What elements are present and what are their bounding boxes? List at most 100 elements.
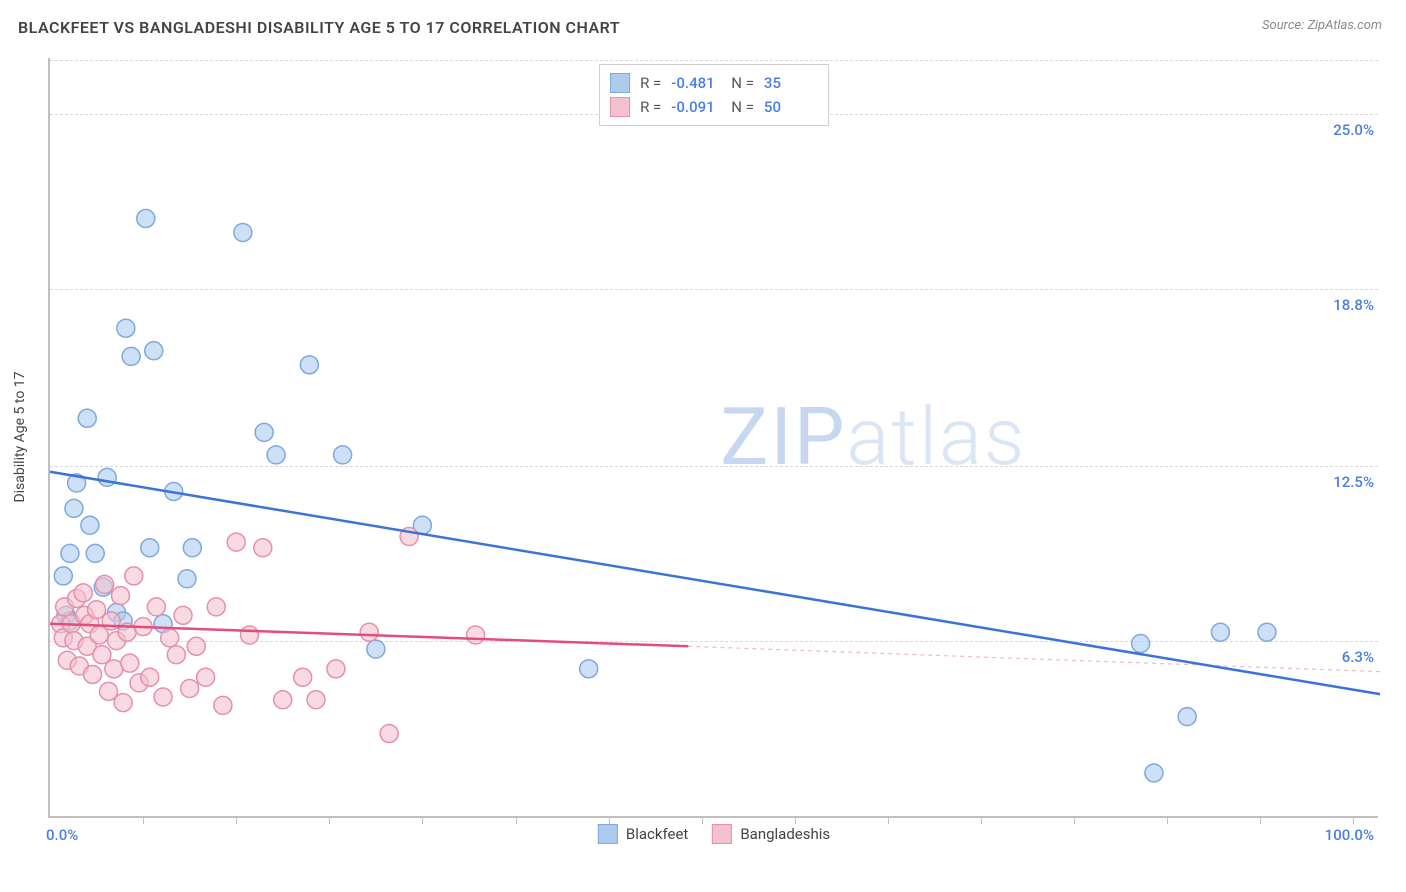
legend-label-blackfeet: Blackfeet: [626, 825, 688, 843]
point-bangladeshis: [294, 668, 312, 686]
point-bangladeshis: [327, 660, 345, 678]
trendline-blackfeet: [50, 472, 1380, 694]
point-bangladeshis: [167, 646, 185, 664]
point-blackfeet: [183, 539, 201, 557]
swatch-blackfeet: [610, 73, 630, 93]
n-label: N =: [731, 74, 754, 92]
point-bangladeshis: [96, 575, 114, 593]
point-bangladeshis: [84, 665, 102, 683]
x-tick: [1074, 816, 1075, 824]
point-bangladeshis: [227, 533, 245, 551]
legend-label-bangladeshis: Bangladeshis: [740, 825, 830, 843]
stats-row-blackfeet: R = -0.481 N = 35: [610, 71, 814, 95]
point-blackfeet: [1178, 708, 1196, 726]
point-bangladeshis: [121, 654, 139, 672]
point-bangladeshis: [141, 668, 159, 686]
point-bangladeshis: [307, 691, 325, 709]
x-tick: [702, 816, 703, 824]
point-blackfeet: [334, 446, 352, 464]
point-blackfeet: [1132, 634, 1150, 652]
r-value-bangladeshis: -0.091: [671, 98, 721, 116]
scatter-chart: ZIPatlas 6.3%12.5%18.8%25.0% R = -0.481 …: [48, 58, 1378, 818]
point-bangladeshis: [274, 691, 292, 709]
point-blackfeet: [1211, 623, 1229, 641]
x-tick: [329, 816, 330, 824]
x-tick: [1167, 816, 1168, 824]
r-label: R =: [640, 74, 661, 92]
point-bangladeshis: [74, 584, 92, 602]
chart-title: BLACKFEET VS BANGLADESHI DISABILITY AGE …: [18, 18, 620, 37]
source-name: ZipAtlas.com: [1307, 18, 1382, 33]
swatch-bangladeshis: [712, 824, 732, 844]
x-tick: [143, 816, 144, 824]
x-tick: [609, 816, 610, 824]
point-blackfeet: [122, 347, 140, 365]
point-blackfeet: [61, 544, 79, 562]
point-blackfeet: [137, 209, 155, 227]
point-blackfeet: [65, 499, 83, 517]
x-axis-max-label: 100.0%: [1325, 826, 1374, 844]
point-bangladeshis: [214, 696, 232, 714]
point-blackfeet: [234, 224, 252, 242]
point-blackfeet: [300, 356, 318, 374]
point-blackfeet: [141, 539, 159, 557]
point-blackfeet: [98, 468, 116, 486]
point-blackfeet: [78, 409, 96, 427]
point-bangladeshis: [207, 598, 225, 616]
point-blackfeet: [580, 660, 598, 678]
x-tick: [888, 816, 889, 824]
chart-svg-layer: [50, 58, 1378, 816]
point-blackfeet: [255, 423, 273, 441]
swatch-blackfeet: [598, 824, 618, 844]
point-bangladeshis: [114, 694, 132, 712]
point-bangladeshis: [254, 539, 272, 557]
x-tick: [795, 816, 796, 824]
point-blackfeet: [1258, 623, 1276, 641]
x-tick: [1353, 816, 1354, 824]
x-tick: [422, 816, 423, 824]
r-value-blackfeet: -0.481: [671, 74, 721, 92]
plot-area: ZIPatlas 6.3%12.5%18.8%25.0% R = -0.481 …: [48, 58, 1378, 818]
point-blackfeet: [267, 446, 285, 464]
point-bangladeshis: [161, 629, 179, 647]
point-blackfeet: [54, 567, 72, 585]
point-blackfeet: [367, 640, 385, 658]
y-axis-label: Disability Age 5 to 17: [12, 371, 28, 502]
x-tick: [236, 816, 237, 824]
bottom-legend: Blackfeet Bangladeshis: [598, 824, 830, 844]
point-bangladeshis: [197, 668, 215, 686]
source-prefix: Source:: [1262, 18, 1307, 33]
n-label: N =: [731, 98, 754, 116]
x-tick: [1260, 816, 1261, 824]
point-bangladeshis: [181, 680, 199, 698]
point-bangladeshis: [241, 626, 259, 644]
point-bangladeshis: [147, 598, 165, 616]
point-blackfeet: [178, 570, 196, 588]
point-blackfeet: [86, 544, 104, 562]
point-bangladeshis: [360, 623, 378, 641]
point-bangladeshis: [380, 725, 398, 743]
x-tick: [981, 816, 982, 824]
point-blackfeet: [1145, 764, 1163, 782]
legend-item-bangladeshis: Bangladeshis: [712, 824, 830, 844]
legend-item-blackfeet: Blackfeet: [598, 824, 688, 844]
trendline-bangladeshis-extrapolated: [688, 646, 1380, 671]
point-bangladeshis: [111, 587, 129, 605]
n-value-blackfeet: 35: [764, 74, 814, 92]
source-attribution: Source: ZipAtlas.com: [1262, 18, 1382, 33]
stats-row-bangladeshis: R = -0.091 N = 50: [610, 95, 814, 119]
swatch-bangladeshis: [610, 97, 630, 117]
point-blackfeet: [145, 342, 163, 360]
correlation-stats-box: R = -0.481 N = 35 R = -0.091 N = 50: [599, 64, 829, 126]
point-blackfeet: [117, 319, 135, 337]
point-bangladeshis: [467, 626, 485, 644]
point-bangladeshis: [187, 637, 205, 655]
r-label: R =: [640, 98, 661, 116]
x-axis-origin-label: 0.0%: [46, 826, 78, 844]
point-bangladeshis: [125, 567, 143, 585]
x-tick: [516, 816, 517, 824]
point-bangladeshis: [154, 688, 172, 706]
point-blackfeet: [81, 516, 99, 534]
point-bangladeshis: [174, 606, 192, 624]
n-value-bangladeshis: 50: [764, 98, 814, 116]
